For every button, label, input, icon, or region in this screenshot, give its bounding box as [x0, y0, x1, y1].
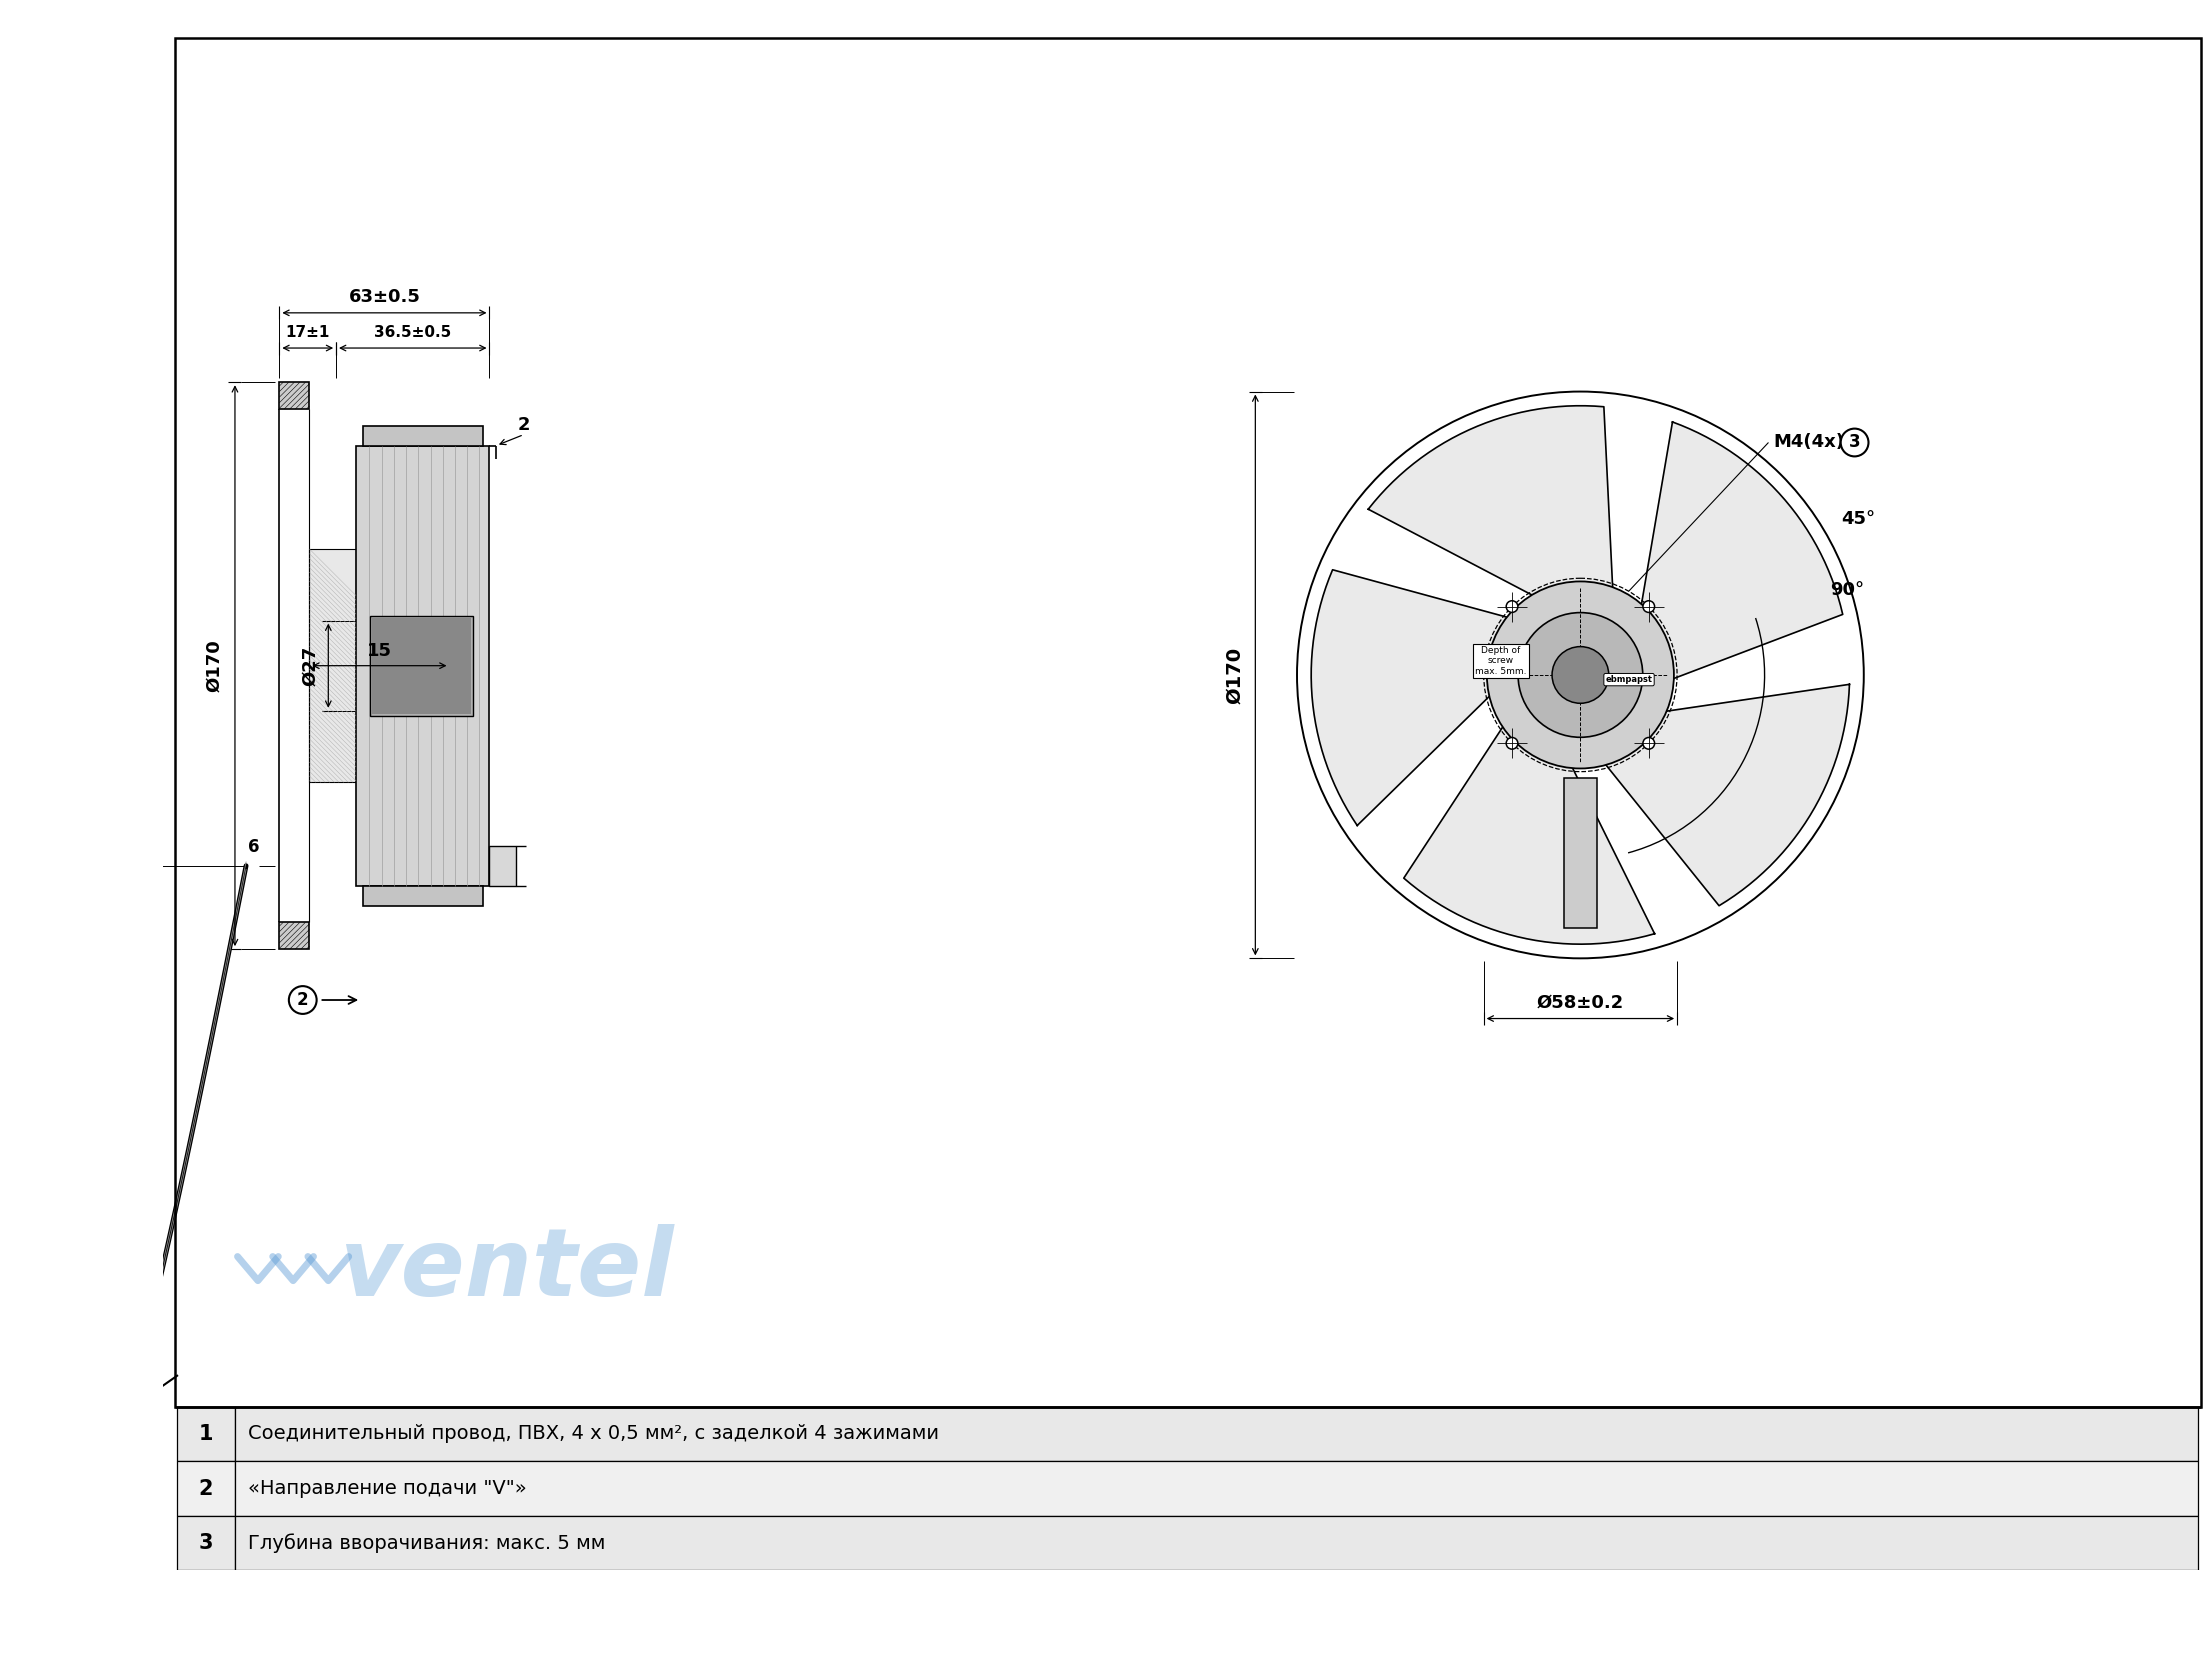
Circle shape	[1553, 647, 1608, 703]
Bar	[363, 885, 482, 905]
Circle shape	[1506, 600, 1517, 612]
Bar	[310, 548, 356, 782]
Bar	[489, 845, 515, 885]
Text: 15: 15	[367, 642, 392, 660]
Text: 3: 3	[199, 1534, 212, 1554]
Bar	[363, 425, 482, 445]
Text: ventel: ventel	[338, 1224, 675, 1315]
Text: 90°: 90°	[1829, 580, 1865, 598]
Circle shape	[290, 987, 316, 1014]
Bar	[177, 1515, 234, 1570]
Text: Соединительный провод, ПВХ, 4 х 0,5 мм², с заделкой 4 зажимами: Соединительный провод, ПВХ, 4 х 0,5 мм²,…	[248, 1424, 938, 1444]
Bar	[22, 1482, 88, 1615]
Polygon shape	[1635, 422, 1843, 692]
Bar	[356, 445, 489, 885]
Text: ebmpapst: ebmpapst	[1606, 675, 1652, 683]
Circle shape	[1296, 392, 1865, 959]
Polygon shape	[1369, 405, 1615, 627]
Text: 17±1: 17±1	[285, 325, 330, 340]
Text: Ø170: Ø170	[206, 640, 223, 692]
Bar	[234, 1515, 2199, 1570]
Text: 2: 2	[199, 1479, 212, 1499]
Text: 3: 3	[1849, 433, 1860, 452]
Polygon shape	[1312, 570, 1544, 825]
Text: Ø27: Ø27	[301, 645, 319, 685]
Bar	[279, 382, 310, 408]
Polygon shape	[1405, 695, 1655, 944]
Text: Depth of
screw
max. 5mm.: Depth of screw max. 5mm.	[1475, 647, 1526, 675]
Circle shape	[1644, 600, 1655, 612]
Circle shape	[1506, 737, 1517, 748]
Bar	[177, 1462, 234, 1515]
Bar	[177, 1407, 234, 1462]
Circle shape	[1840, 428, 1869, 457]
Bar	[1564, 778, 1597, 929]
Bar	[175, 38, 2201, 1407]
Polygon shape	[1582, 685, 1849, 905]
Text: 36.5±0.5: 36.5±0.5	[374, 325, 451, 340]
Text: Ø170: Ø170	[1225, 647, 1245, 703]
Text: M4(4x): M4(4x)	[1774, 433, 1845, 452]
Bar	[372, 617, 471, 713]
Text: Глубина вворачивания: макс. 5 мм: Глубина вворачивания: макс. 5 мм	[248, 1534, 606, 1554]
Text: Ø58±0.2: Ø58±0.2	[1537, 994, 1624, 1012]
Text: 2: 2	[518, 417, 531, 435]
Bar	[279, 922, 310, 949]
Text: 2: 2	[296, 990, 307, 1009]
Bar	[234, 1462, 2199, 1515]
Text: «Направление подачи "V"»: «Направление подачи "V"»	[248, 1479, 526, 1499]
Text: 1: 1	[199, 1424, 212, 1444]
Text: 63±0.5: 63±0.5	[349, 288, 420, 307]
Circle shape	[1486, 582, 1674, 768]
Circle shape	[1644, 737, 1655, 748]
Bar	[234, 1407, 2199, 1462]
Text: 6: 6	[248, 839, 259, 857]
Circle shape	[1517, 612, 1644, 737]
Text: 45°: 45°	[1840, 510, 1876, 528]
Bar	[369, 615, 473, 715]
